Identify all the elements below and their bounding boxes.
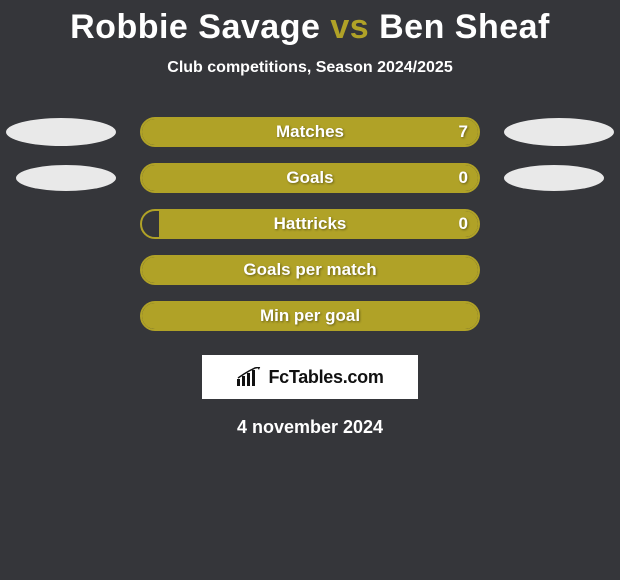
vs-text: vs: [330, 8, 369, 46]
player1-ellipse: [16, 165, 116, 191]
bar-fill: [142, 165, 478, 191]
bar-fill: [142, 119, 478, 145]
player2-ellipse: [504, 118, 614, 146]
player1-ellipse: [6, 118, 116, 146]
player1-name: Robbie Savage: [70, 8, 320, 46]
stat-row-goals-per-match: Goals per match: [0, 255, 620, 285]
page-title: Robbie Savage vs Ben Sheaf: [0, 8, 620, 47]
bar-track: Hattricks 0: [140, 209, 480, 239]
stat-row-hattricks: Hattricks 0: [0, 209, 620, 239]
chart-icon: [236, 367, 262, 387]
date-text: 4 november 2024: [0, 417, 620, 438]
brand-text: FcTables.com: [268, 367, 383, 388]
player2-name: Ben Sheaf: [379, 8, 550, 46]
bar-track: Goals 0: [140, 163, 480, 193]
bar-fill: [159, 211, 478, 237]
stat-row-goals: Goals 0: [0, 163, 620, 193]
bar-track: Min per goal: [140, 301, 480, 331]
stat-value-right: 0: [459, 211, 468, 237]
comparison-card: Robbie Savage vs Ben Sheaf Club competit…: [0, 0, 620, 438]
bar-track: Goals per match: [140, 255, 480, 285]
stat-row-min-per-goal: Min per goal: [0, 301, 620, 331]
bar-fill: [142, 257, 478, 283]
stat-row-matches: Matches 7: [0, 117, 620, 147]
stat-value-right: 0: [459, 165, 468, 191]
subtitle: Club competitions, Season 2024/2025: [0, 59, 620, 77]
stat-value-right: 7: [459, 119, 468, 145]
bar-track: Matches 7: [140, 117, 480, 147]
bar-fill: [142, 303, 478, 329]
player2-ellipse: [504, 165, 604, 191]
stat-rows: Matches 7 Goals 0 Hattricks 0: [0, 117, 620, 331]
brand-badge: FcTables.com: [202, 355, 418, 399]
